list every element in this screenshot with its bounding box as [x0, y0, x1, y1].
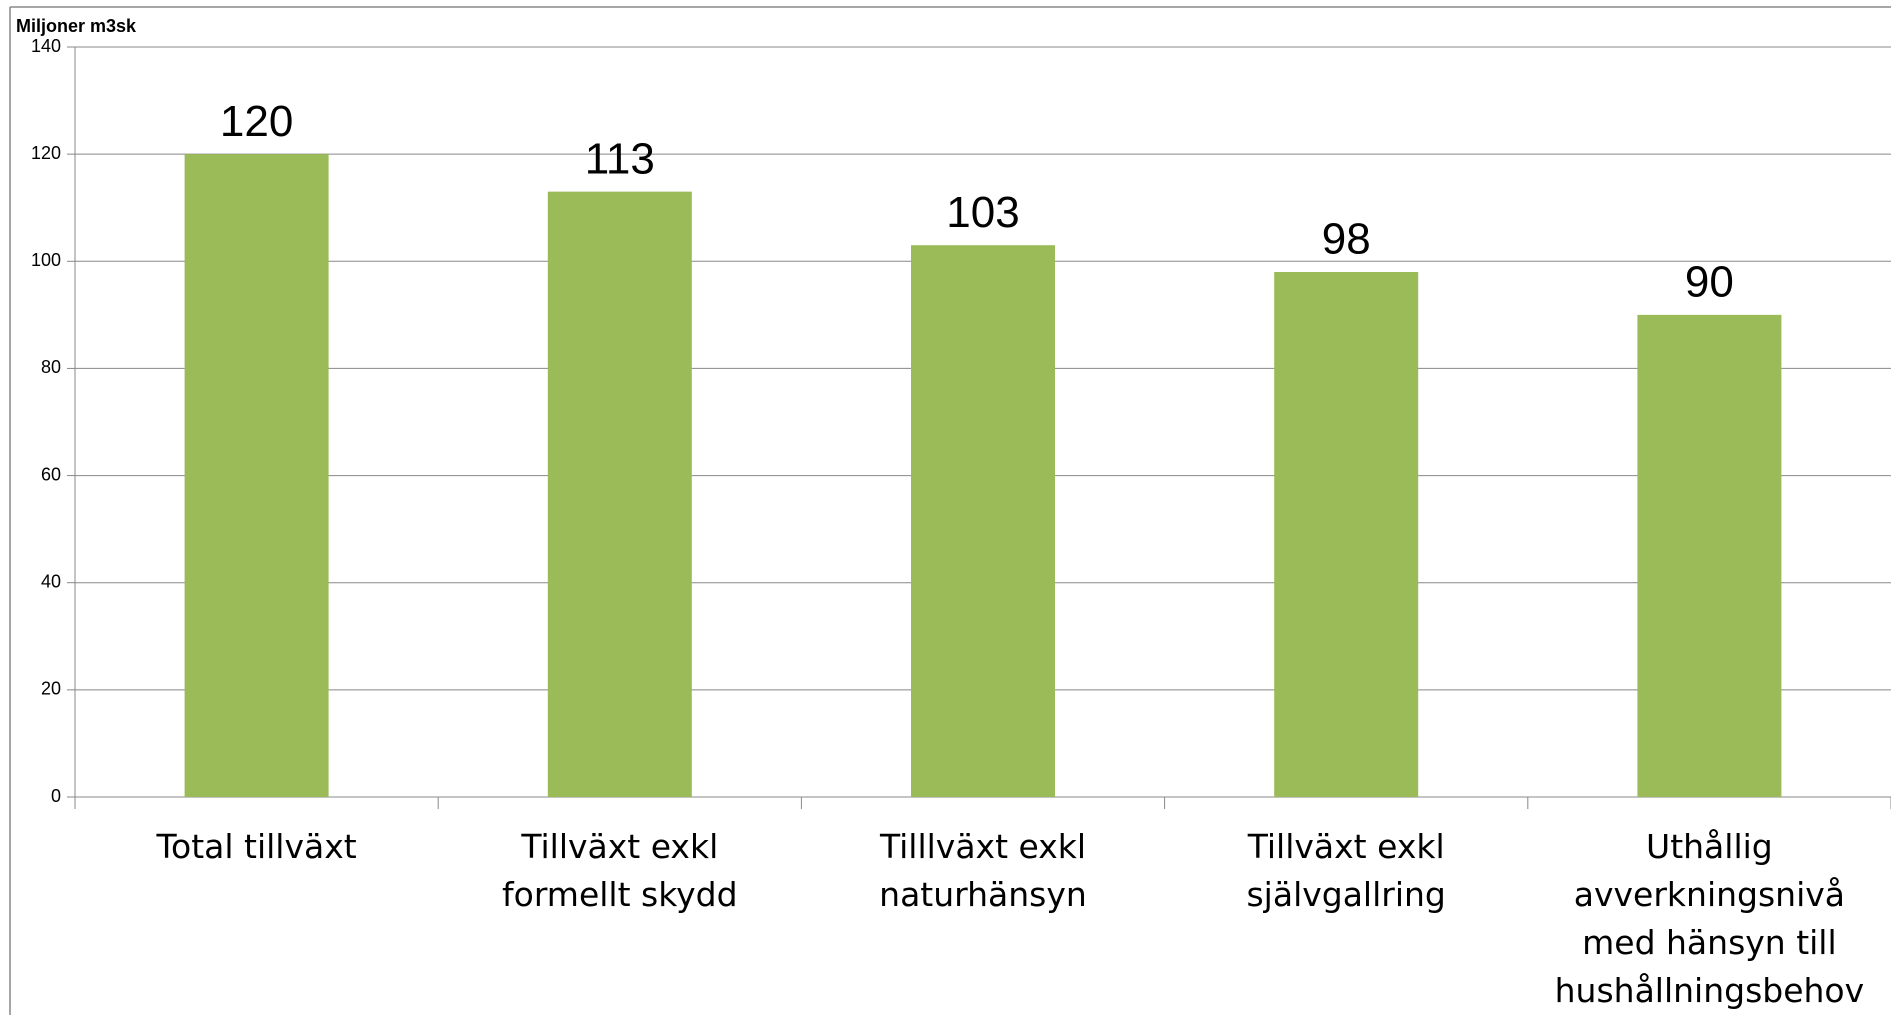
- y-tick-label: 100: [31, 250, 61, 270]
- x-tick-label: Tillväxt exkl självgallring: [1246, 827, 1446, 914]
- bar: [547, 191, 692, 798]
- bar: [911, 245, 1055, 797]
- y-tick-label: 80: [41, 357, 61, 377]
- y-tick-label: 20: [41, 679, 61, 699]
- x-tick-label: Tillväxt exkl formellt skydd: [502, 827, 738, 914]
- x-tick-label: Uthållig avverkningsnivå med hänsyn till…: [1554, 827, 1865, 1010]
- y-axis-label: Miljoner m3sk: [16, 16, 137, 36]
- bar: [1637, 314, 1782, 797]
- value-label: 103: [946, 188, 1019, 237]
- y-tick-label: 40: [41, 571, 61, 591]
- x-tick-label: Total tillväxt: [156, 827, 357, 866]
- bar: [1274, 272, 1419, 797]
- value-label: 113: [585, 134, 655, 183]
- y-tick-label: 140: [31, 36, 61, 56]
- value-label: 120: [220, 97, 293, 146]
- bar: [184, 154, 329, 798]
- value-label: 90: [1685, 257, 1734, 306]
- value-label: 98: [1322, 215, 1371, 264]
- y-tick-label: 0: [51, 786, 61, 806]
- y-tick-label: 120: [31, 143, 61, 163]
- y-tick-label: 60: [41, 464, 61, 484]
- x-tick-label: Tilllväxt exkl naturhänsyn: [879, 827, 1087, 914]
